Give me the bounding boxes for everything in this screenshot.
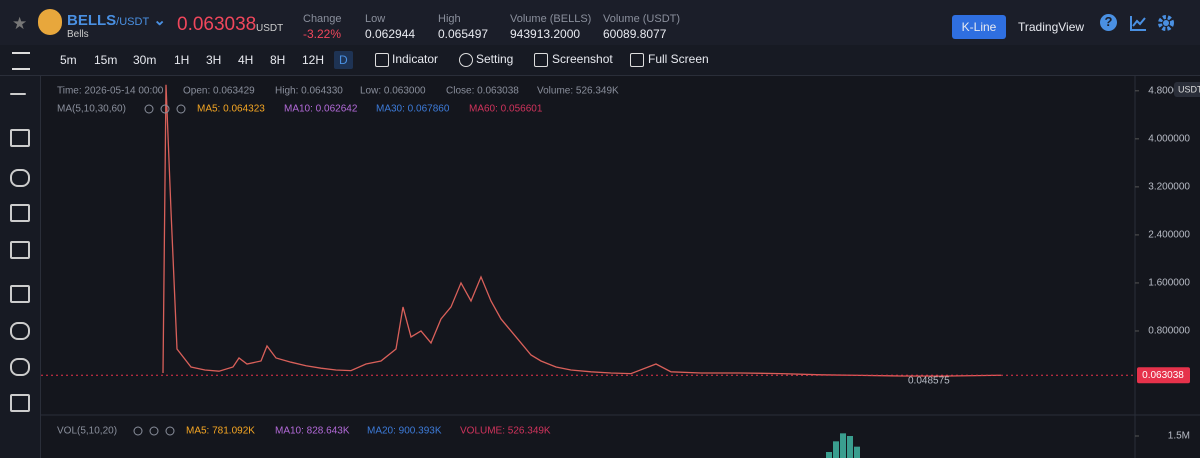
collapse-icon[interactable]	[12, 52, 30, 70]
stat-value: 0.062944	[365, 27, 416, 41]
stat-label: Change	[303, 13, 342, 25]
indicator-icon	[144, 104, 154, 114]
interval-button[interactable]: 30m	[133, 53, 157, 67]
sidebar-tool[interactable]	[10, 241, 30, 259]
indicator-icon	[160, 104, 170, 114]
sidebar-tool[interactable]	[10, 285, 30, 303]
ohlc-info: High: 0.064330	[275, 86, 343, 97]
header-bar: ★ BELLS/USDT ⌄ Bells 0.063038 USDT K-Lin…	[0, 0, 1200, 45]
indicator-value: MA30: 0.067860	[376, 104, 450, 115]
tool-button[interactable]: Full Screen	[648, 52, 709, 66]
indicator-value: MA5: 0.064323	[197, 104, 265, 115]
tradingview-button[interactable]: TradingView	[1018, 20, 1085, 34]
stat-value: 60089.8077	[603, 27, 667, 41]
interval-button[interactable]: 3H	[206, 53, 222, 67]
price-axis	[1135, 76, 1200, 458]
stat-label: Volume (BELLS)	[510, 13, 592, 25]
indicator-value: MA10: 828.643K	[275, 426, 350, 437]
tool-icon[interactable]	[534, 53, 548, 67]
y-tick-label: 1.5M	[1168, 431, 1190, 442]
ohlc-info: Time: 2026-05-14 00:00	[57, 86, 164, 97]
last-price-label: 0.063038	[1142, 370, 1184, 381]
tool-icon[interactable]	[459, 53, 473, 67]
pair-base: BELLS	[67, 12, 117, 29]
indicator-value: MA5: 781.092K	[186, 426, 255, 437]
tool-icon[interactable]	[375, 53, 389, 67]
stat-label: High	[438, 13, 461, 25]
interval-button[interactable]: 5m	[60, 53, 77, 67]
tool-button[interactable]: Indicator	[392, 52, 439, 66]
sidebar-tool[interactable]	[10, 394, 30, 412]
volume-bar	[826, 452, 832, 458]
toolbar: 5m 15m 30m 1H 3H 4H 8H 12H D Indicator Setting Scre…	[0, 45, 1200, 76]
help-icon[interactable]: ?	[1100, 14, 1117, 31]
y-tick-label: 4.800000	[1148, 85, 1190, 96]
indicator-value: MA10: 0.062642	[284, 104, 358, 115]
pair-quote: /USDT	[116, 16, 150, 28]
interval-button[interactable]: 8H	[270, 53, 286, 67]
chart-icon[interactable]	[1129, 14, 1147, 32]
kline-button[interactable]: K-Line	[952, 15, 1006, 39]
indicator-icon	[149, 426, 159, 436]
star-icon[interactable]: ★	[12, 14, 28, 33]
min-marker: 0.048575	[908, 376, 950, 387]
indicator-icon	[133, 426, 143, 436]
interval-button[interactable]: 1H	[174, 53, 190, 67]
volume-bar	[840, 433, 846, 458]
indicator-value: MA60: 0.056601	[469, 104, 543, 115]
stat-value: -3.22%	[303, 27, 342, 41]
axis-unit: USDT	[1178, 84, 1200, 94]
ohlc-info: Close: 0.063038	[446, 86, 519, 97]
interval-button[interactable]: 15m	[94, 53, 118, 67]
indicator-value: MA20: 900.393K	[367, 426, 442, 437]
last-price: 0.063038	[177, 14, 257, 35]
pair[interactable]: BELLS/USDT ⌄	[67, 12, 166, 29]
indicator-name: VOL(5,10,20)	[57, 426, 117, 437]
sidebar-tool[interactable]	[10, 129, 30, 147]
sidebar-tool[interactable]	[10, 93, 26, 95]
interval-button[interactable]: 12H	[302, 53, 325, 67]
stat-value: 943913.2000	[510, 27, 581, 41]
indicator-icon	[165, 426, 175, 436]
interval-button[interactable]: D	[334, 51, 353, 69]
ohlc-info: Open: 0.063429	[183, 86, 255, 97]
sidebar-tool[interactable]	[10, 204, 30, 222]
chart: 4.800000 4.000000 3.200000 2.400000 1.600000…	[41, 76, 1200, 458]
y-tick-label: 1.600000	[1148, 278, 1190, 289]
sidebar-tool[interactable]	[10, 169, 30, 187]
sidebar-tool[interactable]	[10, 322, 30, 340]
price-unit: USDT	[256, 23, 284, 34]
tool-icon[interactable]	[630, 53, 644, 67]
drawing-sidebar	[0, 76, 41, 458]
stat-value: 0.065497	[438, 27, 489, 41]
unit-badge	[1174, 82, 1200, 97]
settings-icon[interactable]	[1157, 14, 1175, 32]
volume-bar	[854, 446, 860, 458]
stat-label: Volume (USDT)	[603, 13, 681, 25]
y-tick-label: 0.800000	[1148, 326, 1190, 337]
ohlc-info: Volume: 526.349K	[537, 86, 619, 97]
tool-button[interactable]: Screenshot	[552, 52, 613, 66]
volume-bar	[833, 441, 839, 458]
pair-name: Bells	[67, 29, 89, 40]
sidebar-tool[interactable]	[10, 358, 30, 376]
indicator-icon	[176, 104, 186, 114]
y-tick-label: 4.000000	[1148, 133, 1190, 144]
last-price-badge	[1137, 367, 1190, 384]
indicator-value: VOLUME: 526.349K	[460, 426, 551, 437]
coin-icon	[38, 9, 62, 35]
tool-button[interactable]: Setting	[476, 52, 514, 66]
y-tick-label: 3.200000	[1148, 182, 1190, 193]
ohlc-info: Low: 0.063000	[360, 86, 426, 97]
stat-label: Low	[365, 13, 386, 25]
volume-bar	[847, 436, 853, 458]
indicator-name: MA(5,10,30,60)	[57, 104, 126, 115]
y-tick-label: 2.400000	[1148, 230, 1190, 241]
price-line	[162, 84, 1002, 377]
interval-button[interactable]: 4H	[238, 53, 254, 67]
